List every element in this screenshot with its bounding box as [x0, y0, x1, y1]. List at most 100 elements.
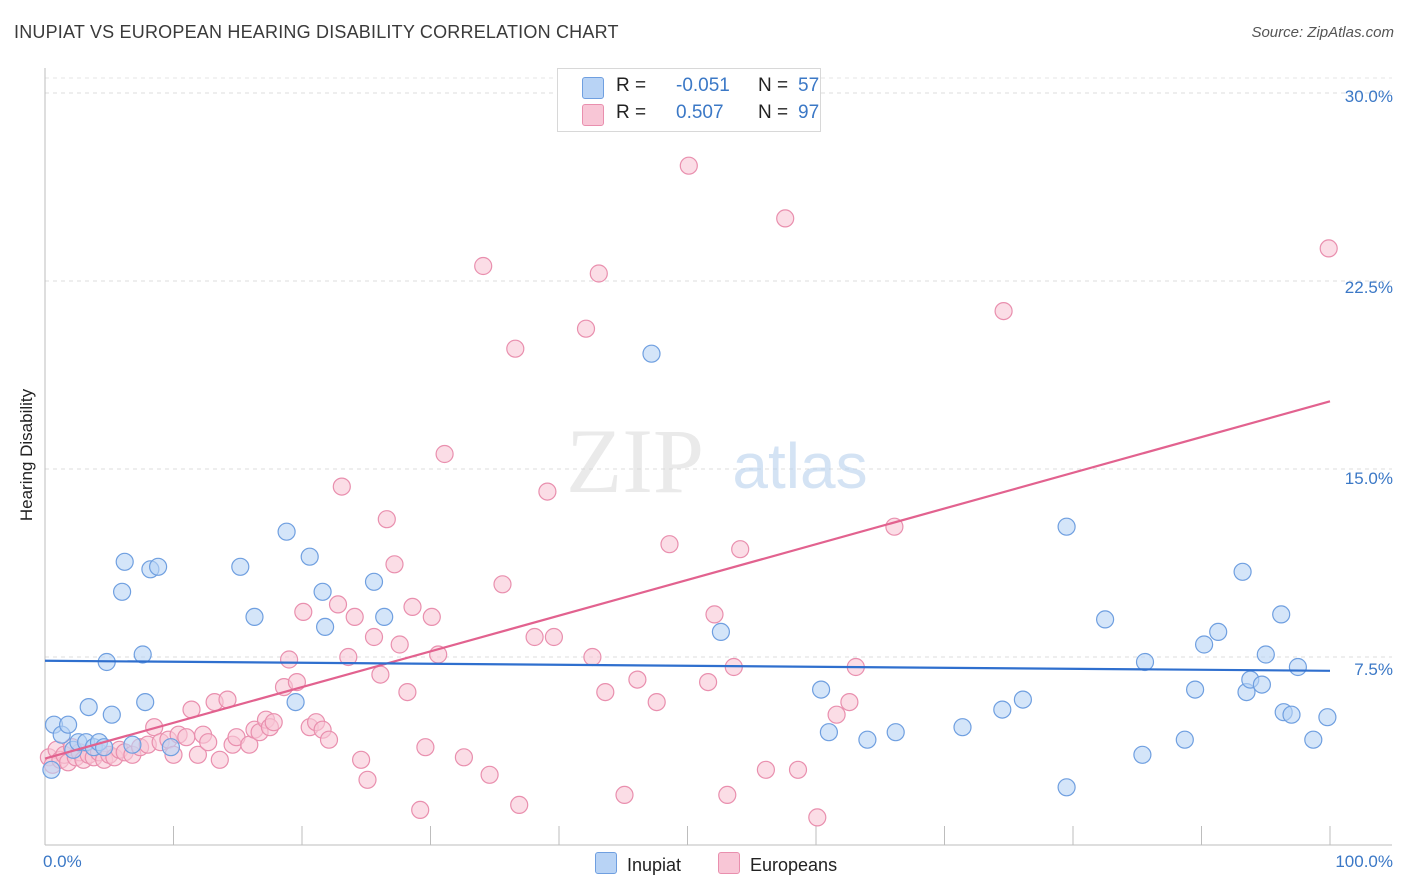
legend-item-europeans[interactable]: Europeans — [718, 852, 837, 876]
data-point — [79, 697, 98, 717]
data-point — [102, 705, 121, 724]
data-point — [576, 319, 596, 338]
data-point — [1319, 239, 1338, 258]
data-point — [1135, 652, 1155, 672]
data-point — [313, 582, 332, 601]
r-label: R = — [616, 75, 647, 96]
data-point — [371, 665, 390, 684]
data-point — [364, 572, 384, 591]
data-point — [647, 692, 666, 712]
data-point — [596, 682, 615, 702]
n-label: N = — [758, 75, 789, 96]
data-point — [1095, 610, 1115, 629]
data-point — [506, 339, 525, 358]
n-value: 57 — [798, 75, 820, 96]
data-point — [115, 552, 134, 571]
data-point — [280, 650, 299, 669]
data-point — [858, 730, 877, 749]
data-point — [231, 557, 250, 576]
data-point — [277, 522, 296, 541]
data-point — [679, 156, 698, 175]
data-point — [58, 715, 78, 734]
data-point — [660, 535, 679, 554]
data-point — [1318, 708, 1337, 727]
data-point — [480, 765, 499, 784]
data-point — [286, 692, 305, 712]
legend-swatch-europeans — [718, 852, 740, 874]
y-axis-label: Hearing Disability — [17, 388, 36, 522]
data-point — [698, 672, 718, 692]
data-point — [385, 555, 404, 574]
data-point — [328, 595, 348, 614]
data-point — [358, 770, 377, 789]
data-point — [188, 745, 207, 764]
data-point — [112, 582, 132, 601]
data-point — [953, 718, 972, 737]
data-point — [1194, 635, 1214, 654]
data-point — [332, 477, 351, 496]
x-tick-label: 100.0% — [1335, 852, 1393, 871]
x-tick-label: 0.0% — [43, 852, 82, 871]
data-point — [840, 692, 859, 712]
r-label: R = — [616, 102, 647, 123]
data-point — [42, 760, 61, 779]
legend-label: Inupiat — [627, 855, 682, 875]
data-point — [411, 800, 430, 820]
legend-item-inupiat[interactable]: Inupiat — [595, 852, 681, 876]
y-tick-label: 7.5% — [1354, 660, 1393, 679]
data-point — [245, 607, 264, 627]
data-point — [1272, 605, 1291, 624]
data-point — [525, 627, 544, 647]
inupiat-swatch — [582, 77, 604, 99]
data-point — [788, 760, 808, 779]
data-point — [364, 627, 384, 647]
data-point — [994, 302, 1013, 321]
watermark: ZIP atlas — [566, 410, 868, 512]
data-point — [885, 517, 904, 536]
watermark-zip: ZIP — [566, 410, 704, 512]
data-point — [1185, 680, 1205, 699]
data-point — [375, 607, 394, 627]
trend-lines — [44, 400, 1331, 760]
data-point — [544, 627, 564, 647]
source-label: Source: ZipAtlas.com — [1251, 24, 1394, 41]
data-point — [416, 738, 435, 757]
data-point — [339, 647, 358, 667]
data-point — [718, 785, 737, 805]
n-label: N = — [758, 102, 789, 123]
data-point — [886, 723, 905, 742]
chart-title: INUPIAT VS EUROPEAN HEARING DISABILITY C… — [14, 22, 619, 42]
data-point — [294, 602, 313, 622]
data-point — [316, 617, 335, 637]
y-tick-label: 15.0% — [1344, 469, 1393, 488]
data-point — [300, 547, 319, 566]
data-point — [1057, 517, 1076, 536]
r-value: -0.051 — [676, 75, 730, 96]
y-tick-label: 30.0% — [1344, 87, 1393, 106]
data-point — [1209, 622, 1228, 642]
data-point — [808, 808, 827, 827]
inupiat-points — [42, 344, 1337, 797]
data-point — [1057, 778, 1076, 797]
data-point — [1252, 675, 1272, 694]
data-point — [474, 256, 493, 276]
data-point — [1175, 730, 1194, 749]
europeans-swatch — [582, 104, 604, 126]
legend-swatch-inupiat — [595, 852, 617, 874]
data-point — [642, 344, 661, 363]
data-point — [731, 540, 750, 559]
data-point — [827, 705, 846, 724]
data-point — [390, 635, 409, 654]
data-point — [819, 723, 839, 742]
data-point — [133, 645, 152, 664]
y-tick-label: 22.5% — [1344, 278, 1393, 297]
data-point — [210, 750, 229, 769]
data-point — [510, 795, 529, 815]
data-point — [161, 738, 180, 757]
data-point — [403, 597, 422, 617]
data-point — [589, 264, 608, 283]
data-point — [538, 482, 557, 501]
data-point — [435, 444, 454, 464]
data-point — [177, 728, 196, 747]
